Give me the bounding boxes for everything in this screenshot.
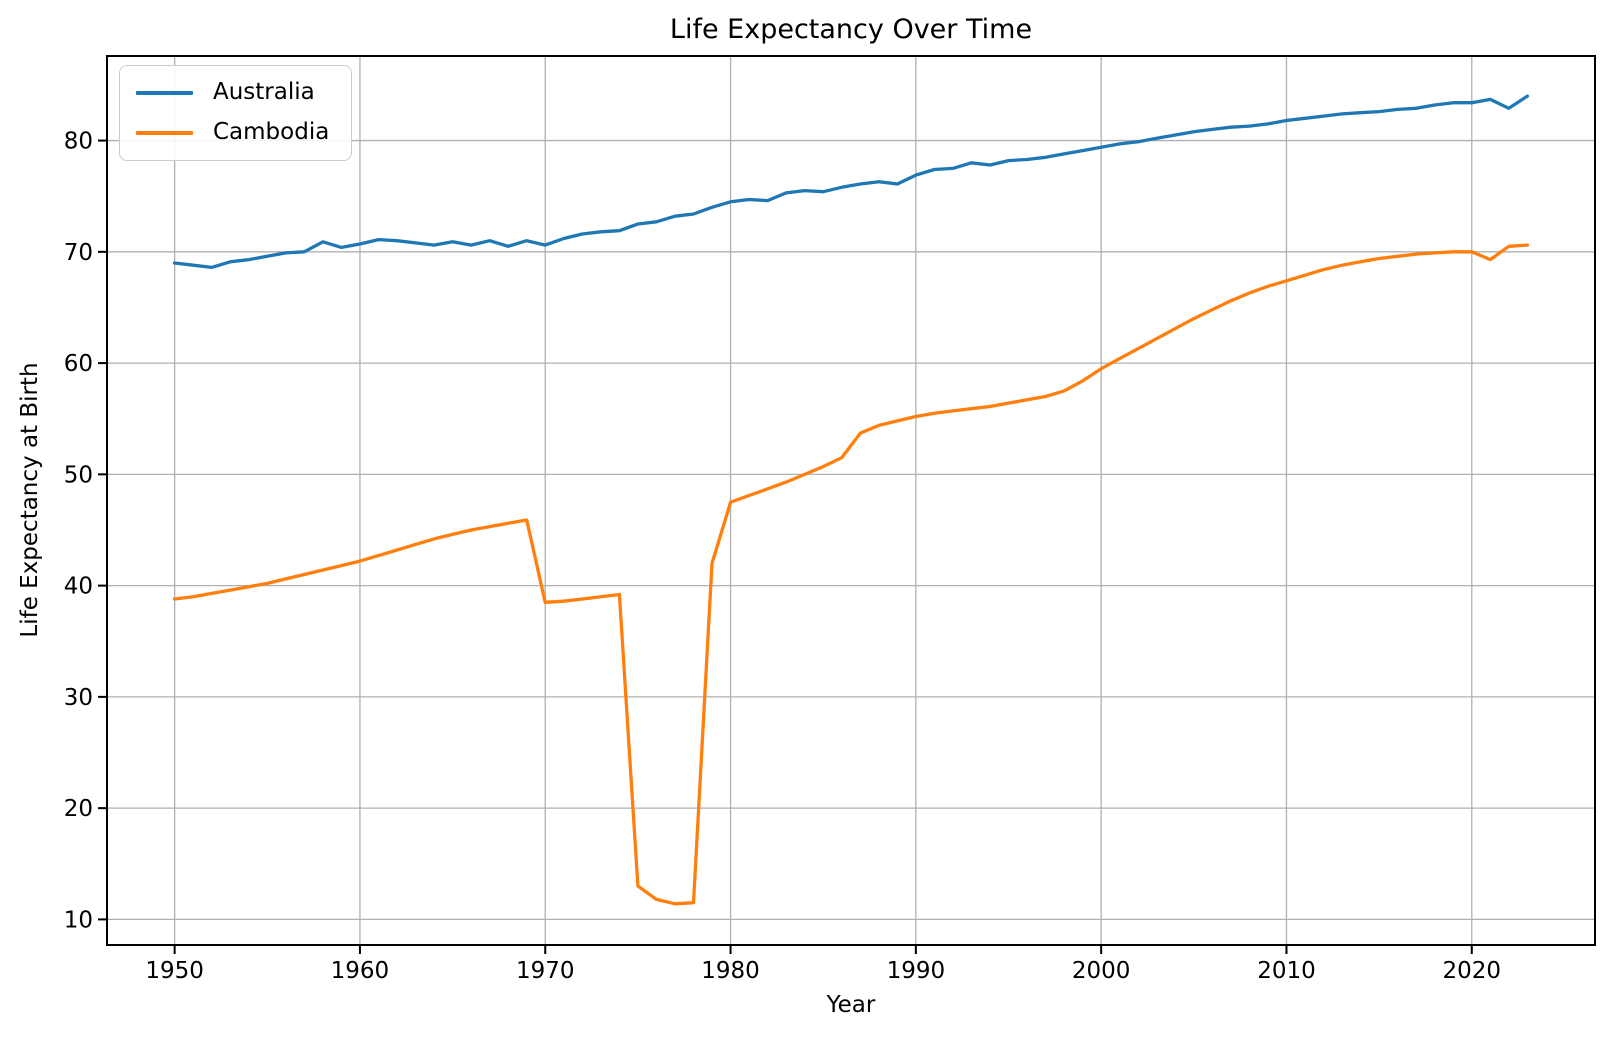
cambodia-line [172, 243, 1530, 906]
australia-line-swatch [136, 90, 193, 95]
y-tick-label: 60 [64, 351, 93, 377]
y-tick-label: 40 [64, 574, 93, 600]
y-tick-label: 80 [64, 129, 93, 155]
y-axis-label: Life Expectancy at Birth [17, 362, 43, 638]
y-tick-label: 50 [64, 462, 93, 488]
australia-line [172, 94, 1530, 270]
legend-label-cambodia: Cambodia [213, 119, 330, 146]
grid-lines [107, 56, 1595, 945]
x-axis-label: Year [826, 992, 876, 1018]
x-tick-label: 1990 [887, 958, 946, 984]
tick-labels: 1950 1960 1970 1980 1990 2000 2010 2020 10 20 30 40… [64, 129, 1501, 984]
x-tick-label: 1950 [145, 958, 204, 984]
y-tick-label: 20 [64, 796, 93, 822]
legend-item-cambodia: Cambodia [136, 119, 330, 146]
y-tick-label: 70 [64, 240, 93, 266]
tick-marks [98, 139, 1473, 954]
x-tick-label: 1970 [516, 958, 575, 984]
y-tick-label: 10 [64, 907, 93, 933]
x-tick-label: 2010 [1257, 958, 1316, 984]
x-tick-label: 1980 [701, 958, 760, 984]
y-tick-label: 30 [64, 685, 93, 711]
cambodia-line-swatch [136, 130, 193, 135]
legend-item-australia: Australia [136, 79, 329, 105]
legend-label-australia: Australia [213, 79, 315, 105]
x-tick-label: 1960 [331, 958, 390, 984]
x-tick-label: 2000 [1072, 958, 1131, 984]
x-tick-label: 2020 [1442, 958, 1501, 984]
series-lines [172, 94, 1530, 906]
legend: Australia Cambodia [119, 65, 353, 161]
chart-title: Life Expectancy Over Time [669, 14, 1033, 45]
axes-frame [106, 55, 1596, 946]
